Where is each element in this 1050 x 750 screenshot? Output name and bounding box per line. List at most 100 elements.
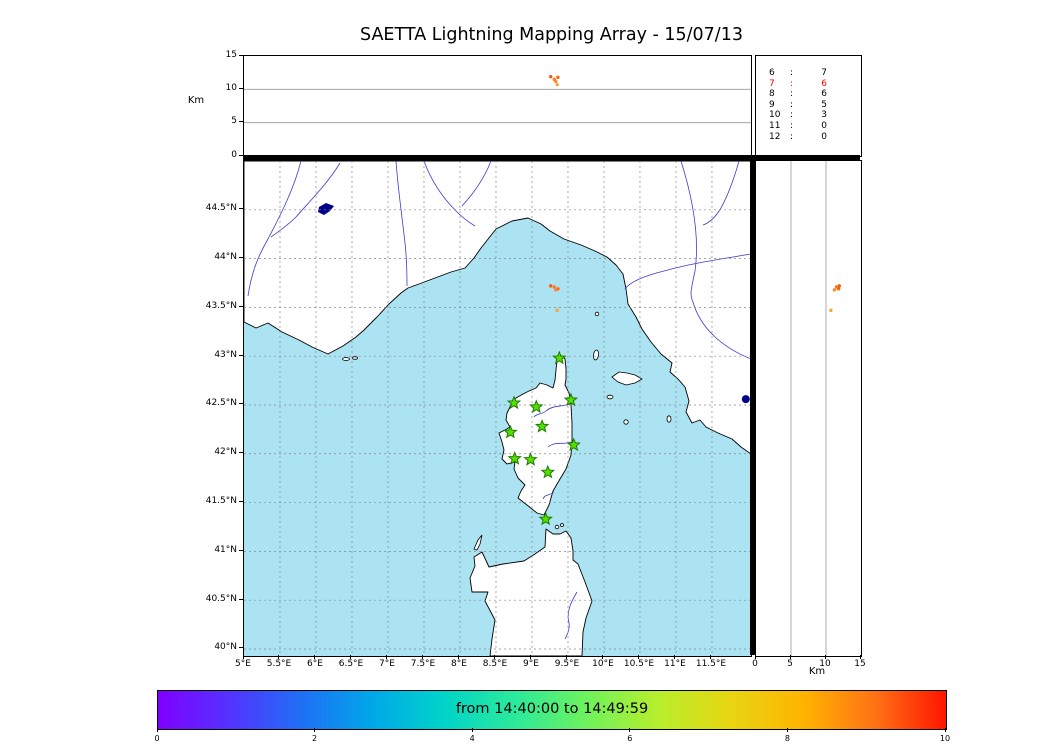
colorbar-tick-mark [314, 728, 316, 732]
altitude-tick-mark [239, 54, 243, 56]
map-panel [243, 160, 752, 657]
river [395, 161, 408, 287]
altitude-tick-mark-right [789, 655, 791, 659]
lon-tick-mark [422, 655, 424, 659]
coastline-sardinia [469, 528, 593, 656]
colorbar-tick-label: 0 [154, 734, 160, 743]
station-count-row: 9: 5 [756, 100, 861, 111]
lma-station-marker [538, 511, 553, 526]
station-count-cell: 7 [769, 78, 775, 89]
lma-station-marker [523, 451, 538, 466]
lightning-source-dot [549, 284, 553, 288]
colorbar-tick-label: 2 [312, 734, 318, 743]
altitude-tick-label-right: 15 [854, 659, 866, 669]
lat-tick-mark [239, 305, 243, 307]
lat-tick-mark [239, 257, 243, 259]
lat-tick-label: 40°N [214, 642, 237, 653]
station-count-cell: : [789, 68, 794, 78]
station-count-cell: : [789, 89, 794, 100]
station-count-row: 12: 0 [756, 132, 861, 143]
lon-tick-mark [602, 655, 604, 659]
colorbar-tick-label: 6 [627, 734, 633, 743]
lightning-source-dot [556, 75, 560, 80]
station-count-cell: 6 [769, 68, 775, 78]
station-count-cell: 0 [821, 131, 827, 142]
station-count-cell: : [789, 78, 794, 89]
island-hyeres-2 [352, 356, 358, 360]
station-count-cell: : [789, 131, 794, 142]
lon-tick-mark [314, 655, 316, 659]
lon-tick-label: 11.5°E [695, 659, 727, 669]
altitude-tick-mark [239, 154, 243, 156]
station-count-panel: 6: 7 7: 6 8: 6 9: 5 10: 3 11: 0 12: 0 [755, 55, 862, 157]
lat-tick-mark [239, 501, 243, 503]
lon-tick-mark [638, 655, 640, 659]
lat-tick-label: 44.5°N [205, 203, 237, 214]
altitude-axis-label-right: Km [808, 666, 826, 677]
lightning-source-dot [554, 288, 558, 292]
lon-tick-mark [458, 655, 460, 659]
panel-separator-horizontal [243, 155, 860, 160]
island-elba [611, 371, 643, 386]
lon-tick-label: 7.5°E [410, 659, 436, 669]
island-asinara [473, 534, 483, 551]
station-count-cell: 9 [769, 99, 775, 110]
river [680, 161, 751, 360]
colorbar-tick-mark [629, 728, 631, 732]
station-count-cell: 5 [821, 99, 827, 110]
island-montecristo [623, 419, 629, 425]
lat-tick-label: 40.5°N [205, 593, 237, 604]
lma-station-marker [507, 451, 522, 465]
lat-tick-mark [239, 598, 243, 600]
lon-tick-label: 6.5°E [338, 659, 364, 669]
station-count-cell: 6 [821, 78, 827, 89]
altitude-axis-label-left: Km [187, 95, 205, 106]
map-marker-dot [741, 395, 750, 404]
map-extra-markers [741, 395, 750, 404]
altitude-gridlines [244, 88, 751, 124]
altitude-tick-label-right: 0 [752, 659, 758, 669]
lightning-sources-map [549, 284, 560, 313]
lightning-source-dot [554, 79, 558, 84]
altitude-tick-label: 10 [225, 82, 237, 93]
station-count-cell: 0 [821, 120, 827, 131]
station-count-row: 7: 6 [756, 79, 861, 90]
station-count-row: 10: 3 [756, 110, 861, 121]
lon-tick-mark [710, 655, 712, 659]
lat-tick-mark [239, 647, 243, 649]
altitude-longitude-panel [243, 55, 752, 157]
lightning-source-dot [555, 308, 559, 313]
island-hyeres-1 [342, 357, 350, 361]
lon-tick-label: 6°E [307, 659, 323, 669]
island-maddalena-2 [560, 523, 564, 527]
lon-tick-label: 10°E [592, 659, 614, 669]
station-count-cell: 12 [769, 131, 781, 142]
station-count-cell: : [789, 120, 794, 131]
colorbar-tick-mark [944, 728, 946, 732]
lma-station-marker [566, 437, 581, 452]
river [702, 161, 740, 226]
lightning-source-dot [837, 284, 841, 288]
station-count-row: 8: 6 [756, 89, 861, 100]
time-colorbar: from 14:40:00 to 14:49:59 [157, 690, 947, 730]
lon-tick-mark [566, 655, 568, 659]
lma-station-marker [529, 399, 544, 414]
lat-tick-label: 41.5°N [205, 496, 237, 507]
island-maddalena-1 [554, 524, 560, 530]
lat-tick-label: 44°N [214, 252, 237, 263]
altitude-tick-mark-right [824, 655, 826, 659]
lightning-sources-latitude [829, 284, 841, 313]
lightning-source-dot [832, 288, 837, 292]
page-title: SAETTA Lightning Mapping Array - 15/07/1… [360, 25, 743, 45]
lightning-source-dot [829, 308, 833, 313]
station-count-table: 6: 7 7: 6 8: 6 9: 5 10: 3 11: 0 12: 0 [756, 56, 861, 142]
island-giglio [666, 415, 672, 423]
altitude-tick-mark [239, 121, 243, 123]
lon-tick-mark [530, 655, 532, 659]
altitude-latitude-plot [790, 161, 841, 656]
lat-tick-mark [239, 354, 243, 356]
lon-tick-mark [386, 655, 388, 659]
lon-tick-mark [350, 655, 352, 659]
lat-tick-mark [239, 549, 243, 551]
lon-tick-mark [242, 655, 244, 659]
